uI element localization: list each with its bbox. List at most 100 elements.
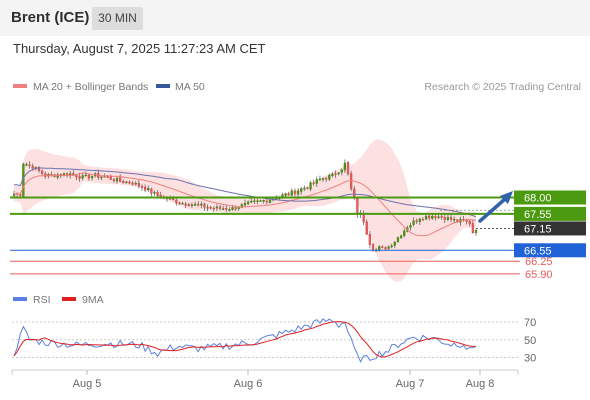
candle-body (337, 172, 340, 175)
candle (287, 191, 290, 196)
candle-body (328, 175, 331, 180)
ma50-legend-label: MA 50 (175, 81, 205, 93)
candle-body (443, 217, 446, 220)
candle-body (75, 174, 78, 178)
candle-body (474, 230, 478, 233)
timeframe-button[interactable]: 30 MIN (92, 7, 143, 30)
candle (175, 197, 178, 206)
candle (250, 197, 253, 204)
candle-body (50, 173, 53, 176)
candle (474, 228, 478, 236)
candle-body (296, 190, 300, 195)
candle (28, 161, 31, 169)
candle-body (187, 204, 190, 207)
candle-body (212, 207, 215, 210)
level-66-25: 66.25 (10, 256, 553, 268)
candle (44, 171, 47, 180)
candle (393, 241, 396, 249)
candle-body (172, 198, 175, 200)
candle (346, 160, 350, 176)
level-box (514, 206, 586, 221)
candle-body (137, 182, 140, 187)
level-box (514, 190, 586, 205)
candle-body (200, 203, 203, 206)
candle-body (346, 162, 350, 175)
candle (365, 219, 368, 236)
candle (293, 188, 297, 197)
candle-body (44, 173, 47, 177)
candle-body (256, 200, 259, 202)
candle-body (69, 173, 72, 176)
candle-body (222, 208, 225, 210)
candle-body (28, 164, 31, 166)
candle-body (37, 167, 41, 171)
candle (150, 187, 153, 197)
level-label: 68.00 (524, 193, 552, 205)
candle-body (365, 221, 368, 235)
candle-body (243, 203, 247, 206)
candle-body (418, 218, 421, 222)
timestamp: Thursday, August 7, 2025 11:27:23 AM CET (13, 41, 266, 56)
candle-body (115, 177, 119, 182)
candle-body (134, 182, 137, 185)
candle (125, 180, 128, 184)
candle-body (371, 243, 375, 251)
ma50-line (14, 167, 477, 218)
candle-body (321, 178, 325, 180)
candle (368, 231, 371, 249)
candle (415, 218, 418, 224)
candle-body (103, 176, 106, 178)
ma50-legend-swatch (156, 84, 170, 88)
candle (303, 185, 306, 192)
level-68-00: 68.00 (10, 190, 586, 205)
candle-body (156, 192, 159, 197)
candle-body (197, 203, 200, 206)
rsi-line (13, 318, 477, 363)
rsi-tick-50: 50 (524, 335, 536, 347)
candle (178, 201, 181, 206)
candle (387, 245, 390, 251)
candle (119, 173, 122, 183)
candle-body (453, 219, 456, 221)
level-label: 67.15 (524, 223, 552, 235)
candle-body (393, 241, 396, 246)
candle (256, 198, 259, 205)
x-tick-label: Aug 6 (234, 378, 263, 390)
candle (384, 246, 387, 251)
candle-body (428, 215, 431, 219)
candle (206, 204, 209, 212)
candle (212, 206, 215, 213)
candle (134, 181, 137, 186)
candle-body (178, 202, 181, 204)
candle-body (193, 203, 197, 206)
candle-body (396, 237, 400, 243)
candle-body (225, 208, 228, 210)
candle-body (209, 206, 212, 209)
candle-body (87, 174, 91, 179)
candle (228, 207, 231, 212)
candle-body (343, 162, 347, 171)
candle (399, 234, 403, 239)
candle-body (240, 204, 244, 208)
candle-body (424, 215, 428, 220)
candle-body (143, 186, 147, 191)
candle-body (290, 190, 293, 196)
candle (225, 205, 228, 212)
candle (381, 245, 384, 249)
candle-body (109, 176, 112, 180)
candle-body (153, 191, 156, 194)
candle-body (331, 173, 334, 176)
candle-body (246, 201, 250, 204)
level-label: 66.25 (525, 256, 553, 268)
candle (209, 205, 212, 210)
candle-body (81, 175, 84, 179)
candle-body (434, 216, 437, 219)
rsi-plot: 70 50 30 (12, 317, 536, 365)
candle (390, 243, 393, 249)
candle-body (409, 225, 412, 228)
level-label: 66.55 (524, 245, 552, 257)
candle (137, 180, 140, 189)
candle (131, 181, 134, 186)
candle-body (340, 169, 343, 173)
candle-body (228, 209, 231, 211)
